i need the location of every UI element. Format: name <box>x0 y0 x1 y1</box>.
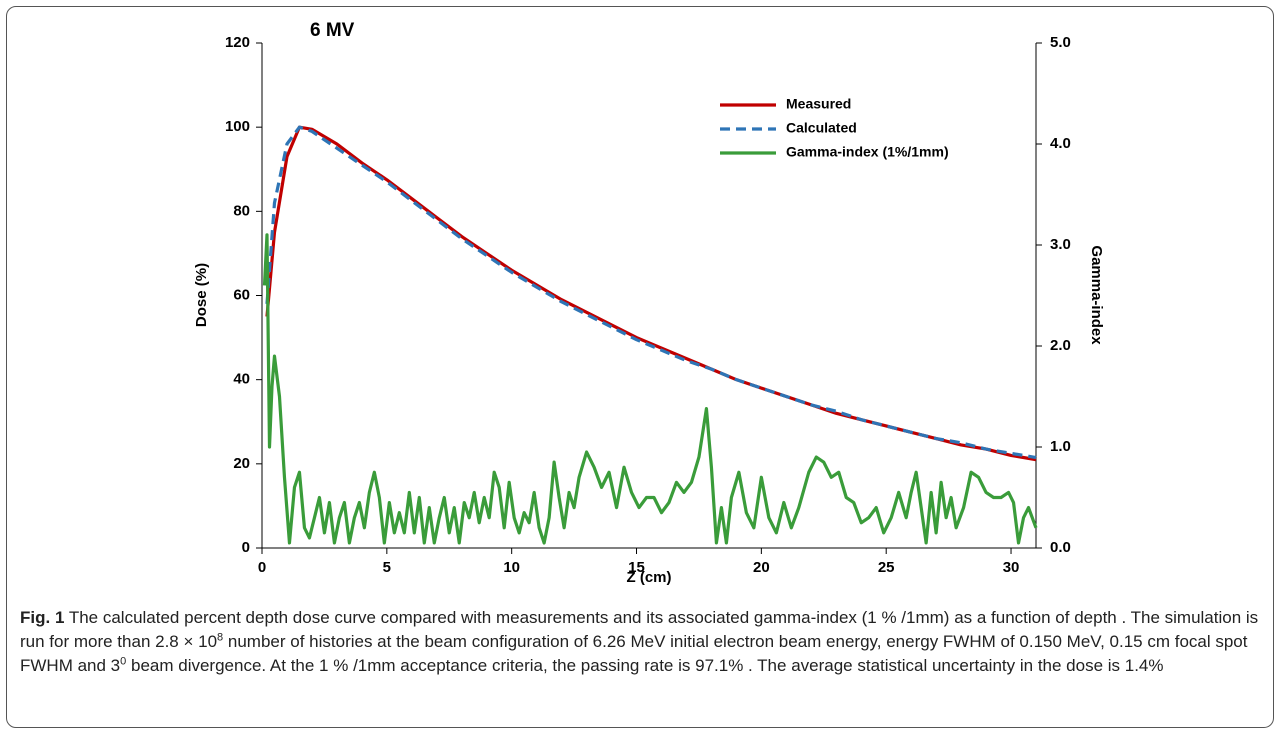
y2-tick-label: 0.0 <box>1050 539 1071 556</box>
x-tick-label: 20 <box>753 559 770 576</box>
y-tick-label: 20 <box>233 455 250 472</box>
x-tick-label: 15 <box>628 559 645 576</box>
y-tick-label: 80 <box>233 202 250 219</box>
y2-tick-label: 1.0 <box>1050 438 1071 455</box>
y-tick-label: 0 <box>242 539 250 556</box>
x-axis-label: Z (cm) <box>627 569 672 586</box>
data-line <box>262 233 1038 545</box>
legend-label: Gamma-index (1%/1mm) <box>786 144 949 160</box>
x-tick-label: 0 <box>258 559 266 576</box>
caption-label: Fig. 1 <box>20 608 65 627</box>
caption-text: number of histories at the beam configur… <box>20 632 1248 675</box>
data-line <box>265 125 1037 460</box>
y-tick-label: 60 <box>233 286 250 303</box>
y-tick-label: 40 <box>233 371 250 388</box>
chart: 6 MV Z (cm) Dose (%) Gamma-index 0 5 10 15 2… <box>193 20 1105 586</box>
figure-frame <box>6 6 1274 728</box>
y2-tick-label: 2.0 <box>1050 337 1071 354</box>
x-tick-label: 25 <box>878 559 895 576</box>
legend-label: Measured <box>786 96 851 112</box>
y-tick-label: 120 <box>225 34 250 51</box>
data-line <box>265 125 1037 462</box>
x-tick-label: 10 <box>503 559 520 576</box>
y2-tick-label: 5.0 <box>1050 34 1071 51</box>
y2-tick-label: 3.0 <box>1050 236 1071 253</box>
caption-text: beam divergence. At the 1 % /1mm accepta… <box>126 656 1164 675</box>
chart-title: 6 MV <box>310 20 355 41</box>
caption-text: The calculated percent depth dose curve … <box>20 608 1259 651</box>
x-tick-label: 30 <box>1003 559 1020 576</box>
caption: Fig. 1 The calculated percent depth dose… <box>20 606 1265 678</box>
caption-superscript: 8 <box>217 631 224 644</box>
y-axis-label: Dose (%) <box>193 263 210 327</box>
y2-axis-label: Gamma-index <box>1088 245 1105 345</box>
caption-superscript: 0 <box>120 655 127 668</box>
legend-label: Calculated <box>786 120 857 136</box>
y2-tick-label: 4.0 <box>1050 135 1071 152</box>
x-tick-label: 5 <box>383 559 391 576</box>
y-tick-label: 100 <box>225 118 250 135</box>
